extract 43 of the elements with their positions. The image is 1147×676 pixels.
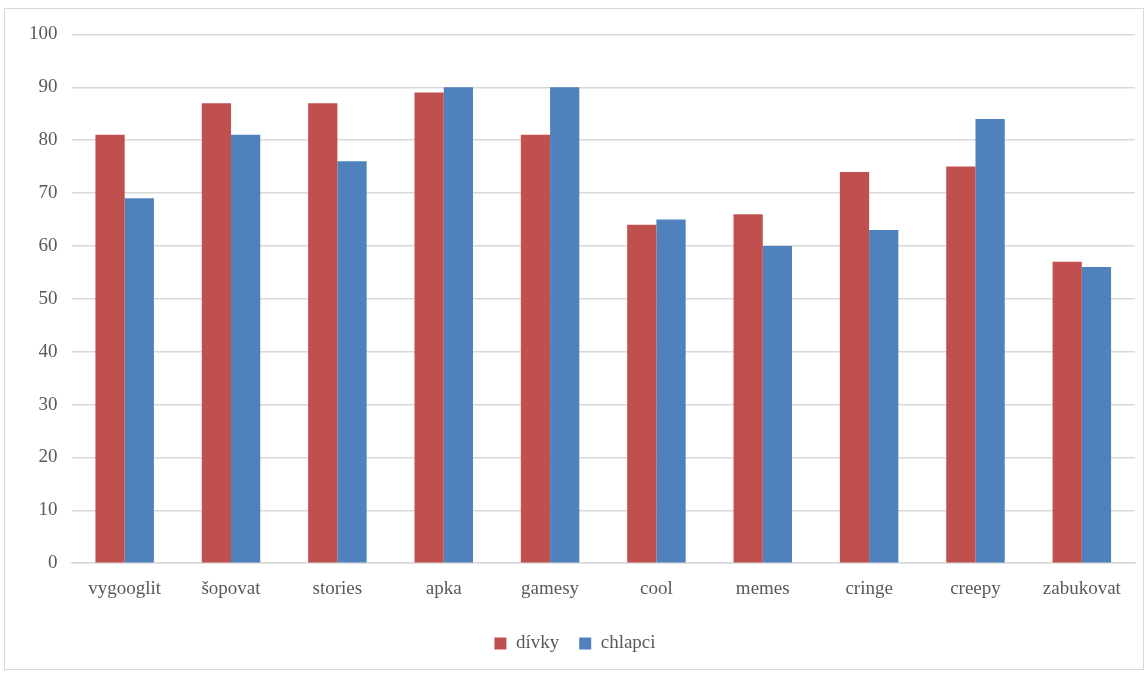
bar [627,224,657,563]
bar [520,134,551,563]
x-tick-label: stories [312,576,363,598]
bar [95,134,125,563]
y-tick-label: 30 [38,392,58,414]
x-tick-label: apka [425,576,463,598]
bar [201,103,232,563]
x-tick-label: cringe [845,576,893,598]
bar [975,119,1005,563]
legend-label: chlapci [600,631,656,653]
bar [869,230,899,563]
legend-label: dívky [515,631,560,653]
bar [550,87,580,563]
bar [839,171,870,563]
bar [1052,261,1082,563]
x-tick-label: memes [735,576,790,598]
x-tick-label: zabukovat [1042,576,1122,598]
y-tick-label: 80 [38,128,58,150]
bar [308,103,338,563]
x-tick-label: creepy [950,576,1002,598]
y-tick-label: 50 [38,286,58,308]
x-tick-label: gamesy [521,576,580,598]
x-tick-label: vygooglit [88,576,162,598]
bar [124,198,154,563]
bar [656,219,686,563]
y-tick-label: 0 [48,551,58,573]
bar [443,87,473,563]
x-tick-label: cool [640,576,673,598]
bar [946,166,976,563]
y-tick-label: 20 [38,445,58,467]
y-tick-label: 10 [38,498,58,520]
bar [1081,267,1112,563]
x-tick-label: šopovat [201,576,262,598]
bar [762,245,793,563]
y-tick-label: 70 [38,181,58,203]
bar [414,92,444,563]
y-tick-label: 90 [38,75,58,97]
bar [337,161,367,563]
y-tick-label: 100 [29,22,58,44]
bar [733,214,763,563]
y-tick-label: 60 [38,233,58,255]
y-tick-label: 40 [38,339,58,361]
bar [231,134,261,563]
